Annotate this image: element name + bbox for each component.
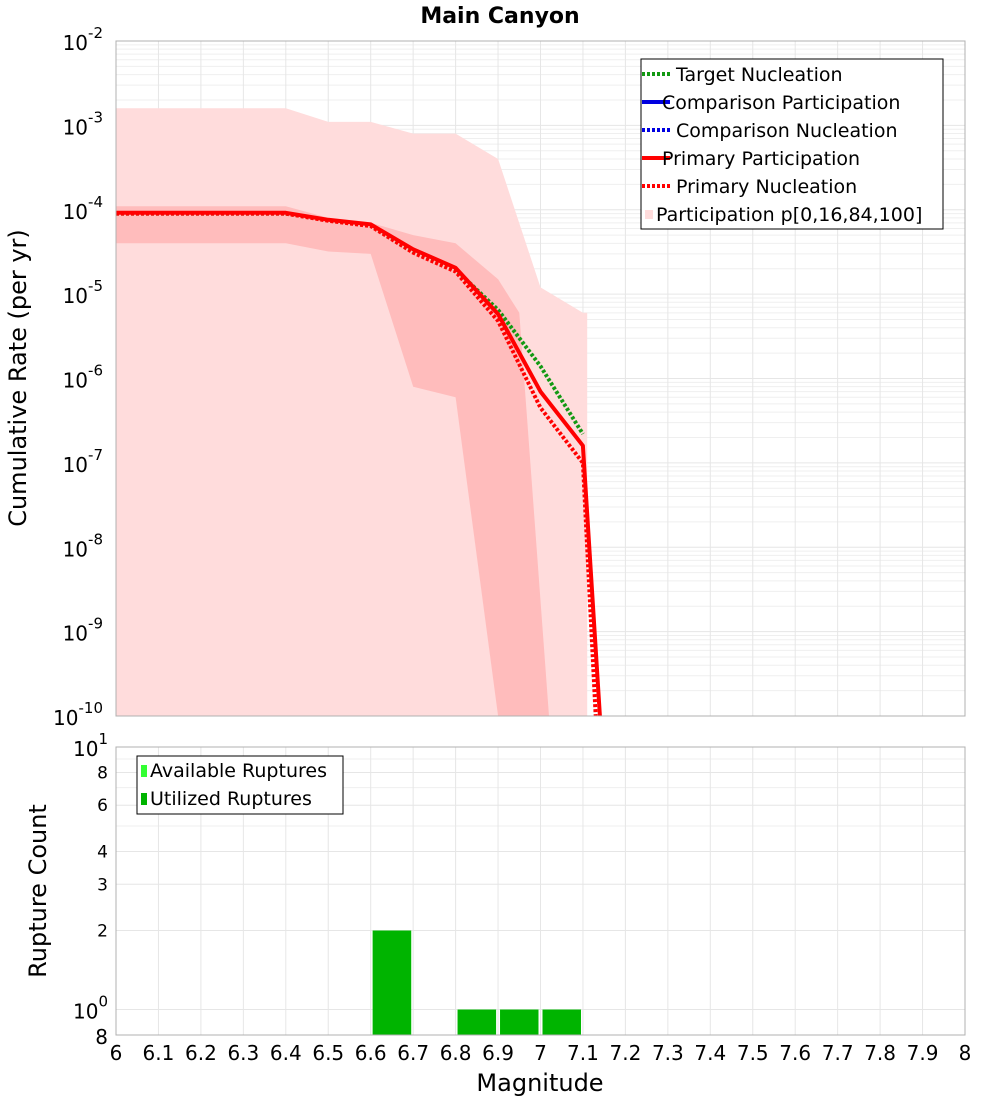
count-legend: Available Ruptures Utilized Ruptures (136, 755, 344, 815)
x-tick-2: 6.2 (185, 1041, 217, 1065)
x-tick-0: 6 (110, 1041, 123, 1065)
count-y-tick-6: 100 (73, 993, 108, 1024)
legend-label-1: Comparison Participation (662, 92, 900, 114)
rate-y-tick-8: 10-10 (53, 699, 103, 730)
x-tick-15: 7.5 (737, 1041, 769, 1065)
x-tick-14: 7.4 (694, 1041, 726, 1065)
x-tick-19: 7.9 (907, 1041, 939, 1065)
x-tick-20: 8 (959, 1041, 972, 1065)
x-tick-7: 6.7 (397, 1041, 429, 1065)
x-tick-17: 7.7 (822, 1041, 854, 1065)
rate-y-tick-1: 10-3 (63, 108, 103, 139)
count-y-tick-2: 6 (97, 796, 108, 816)
bar-1-2 (500, 1009, 539, 1035)
count-legend-swatch-1 (141, 793, 147, 805)
bar-1-3 (542, 1009, 581, 1035)
bar-1-1 (457, 1009, 497, 1035)
count-y-tick-5: 2 (97, 922, 108, 942)
count-legend-label-0: Available Ruptures (150, 760, 327, 782)
rate-y-tick-0: 10-2 (63, 24, 103, 55)
rate-y-tick-labels: 10-2 10-3 10-4 10-5 10-6 10-7 10-8 10-9 10-10 (53, 24, 103, 730)
x-tick-9: 6.9 (482, 1041, 514, 1065)
chart-title: Main Canyon (420, 4, 579, 29)
x-tick-16: 7.6 (779, 1041, 811, 1065)
rate-y-tick-5: 10-7 (63, 446, 103, 477)
count-legend-label-1: Utilized Ruptures (150, 788, 312, 810)
x-tick-10: 7 (534, 1041, 547, 1065)
rate-lines (116, 210, 602, 717)
series-line-4 (116, 211, 598, 717)
count-y-tick-7: 8 (95, 1025, 108, 1049)
x-tick-12: 7.2 (609, 1041, 641, 1065)
count-plot-frame (115, 746, 966, 1036)
count-legend-swatch-0 (141, 765, 147, 777)
x-tick-13: 7.3 (652, 1041, 684, 1065)
x-tick-5: 6.5 (312, 1041, 344, 1065)
x-tick-3: 6.3 (227, 1041, 259, 1065)
count-y-tick-1: 8 (97, 763, 108, 783)
rate-y-tick-6: 10-8 (63, 530, 103, 561)
rate-y-tick-7: 10-9 (63, 615, 103, 646)
count-y-tick-3: 4 (97, 842, 108, 862)
x-tick-11: 7.1 (567, 1041, 599, 1065)
rate-panel: Main Canyon 10-2 10-3 10-4 10-5 10-6 10-7 10-8… (4, 4, 966, 730)
rate-legend: Target Nucleation Comparison Participatio… (640, 58, 944, 230)
x-tick-8: 6.8 (440, 1041, 472, 1065)
legend-label-0: Target Nucleation (675, 64, 843, 86)
count-y-axis-label: Rupture Count (24, 804, 52, 978)
band-1 (116, 206, 549, 717)
rate-y-tick-4: 10-6 (63, 362, 103, 393)
x-tick-6: 6.6 (355, 1041, 387, 1065)
rate-plot-frame (115, 40, 966, 717)
x-tick-1: 6.1 (143, 1041, 175, 1065)
legend-label-2: Comparison Nucleation (676, 120, 898, 142)
rate-y-axis-label: Cumulative Rate (per yr) (4, 229, 32, 527)
count-y-tick-0: 101 (73, 730, 108, 761)
x-tick-18: 7.8 (864, 1041, 896, 1065)
rate-y-tick-3: 10-5 (63, 277, 103, 308)
rate-y-tick-2: 10-4 (63, 193, 103, 224)
legend-label-4: Primary Nucleation (676, 176, 857, 198)
x-tick-4: 6.4 (270, 1041, 302, 1065)
bar-1-0 (372, 930, 412, 1035)
x-tick-labels: 6 6.1 6.2 6.3 6.4 6.5 6.6 6.7 6.8 6.9 7 7.1 7.2 7.3 7.… (110, 1041, 972, 1065)
legend-swatch-5 (645, 210, 653, 219)
x-axis-label: Magnitude (476, 1069, 603, 1097)
participation-bands (116, 108, 588, 717)
count-y-tick-4: 3 (97, 875, 108, 895)
legend-label-5: Participation p[0,16,84,100] (656, 204, 922, 226)
legend-label-3: Primary Participation (662, 148, 860, 170)
count-bars (372, 930, 581, 1035)
